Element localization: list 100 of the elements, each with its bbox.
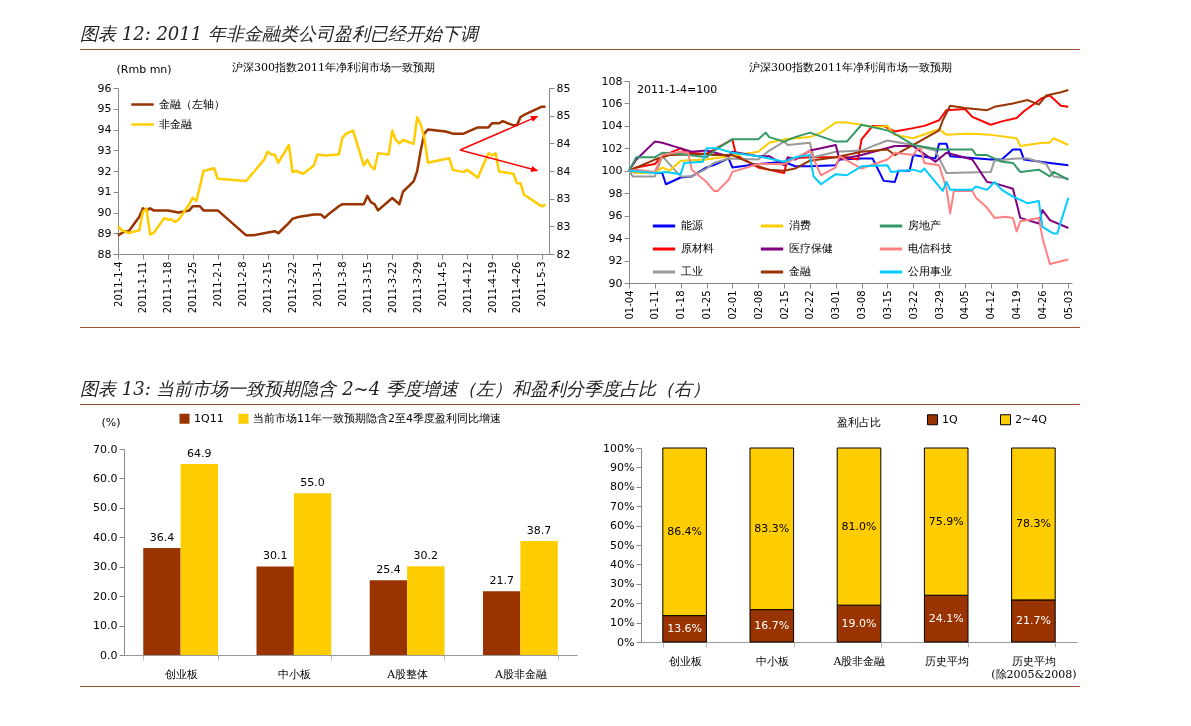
- x-tick-label: 01-18: [675, 290, 687, 320]
- y-tick-label: 96: [97, 81, 112, 95]
- y-tick-label: 95: [97, 102, 112, 116]
- data-label: 64.9: [187, 447, 212, 461]
- x-tick-label: 02-01: [726, 290, 738, 320]
- y-tick-label: 0%: [617, 635, 635, 649]
- annotation: 2011-1-4=100: [637, 83, 718, 96]
- bar: [293, 493, 332, 655]
- data-label: 78.3%: [1015, 516, 1051, 530]
- y2-tick-label: 85: [556, 81, 571, 95]
- text: 图表 12: 2011 年非金融类公司盈利已经开始下调: [80, 22, 1080, 50]
- y-tick-label: 30.0: [93, 560, 118, 574]
- bar: [143, 547, 181, 655]
- chart-title: 盈利占比: [837, 416, 881, 429]
- x-tick-label: 2011-4-5: [436, 261, 448, 307]
- y-tick-label: 40%: [610, 557, 635, 571]
- x-tick-label: 2011-4-26: [511, 261, 523, 314]
- data-label: 30.1: [262, 549, 288, 563]
- bar: [180, 464, 218, 655]
- y-tick-label: 80%: [610, 480, 635, 494]
- y-tick-label: 20.0: [93, 589, 118, 603]
- line-series: [628, 139, 1070, 180]
- x-tick-label: 2011-3-29: [411, 261, 423, 314]
- bar: [483, 591, 521, 655]
- x-tick-label: 历史平均 (除2005&2008): [991, 654, 1077, 681]
- x-tick-label: A股非金融: [832, 654, 886, 668]
- x-tick-label: 04-12: [985, 290, 997, 320]
- text: 图表 13: 当前市场一致预期隐含 2~4 季度增速（左）和盈利分季度占比（右）: [80, 377, 1080, 405]
- y2-tick-label: 83: [556, 192, 571, 206]
- y-tick-label: 10%: [610, 616, 635, 630]
- y2-tick-label: 83: [556, 219, 571, 233]
- y-tick-label: 70.0: [93, 442, 118, 456]
- y2-tick-label: 84: [556, 136, 571, 150]
- y-tick-label: 108: [601, 74, 623, 88]
- y-tick-label: 20%: [610, 596, 635, 610]
- x-tick-label: 03-08: [856, 290, 868, 320]
- y-tick-label: 106: [601, 96, 623, 110]
- legend-label: 公用事业: [908, 265, 952, 278]
- y-tick-label: 70%: [610, 499, 635, 513]
- x-tick-label: 05-03: [1062, 290, 1074, 320]
- data-label: 75.9%: [928, 514, 964, 528]
- x-tick-label: 02-15: [778, 290, 790, 320]
- data-label: 36.4: [149, 530, 175, 544]
- x-tick-label: 2011-3-15: [361, 261, 373, 314]
- y-tick-label: 40.0: [93, 530, 118, 544]
- x-tick-label: 2011-2-22: [287, 261, 299, 314]
- y2-tick-label: 85: [556, 109, 571, 123]
- x-tick-label: 01-25: [701, 290, 713, 320]
- y-axis-title: (Rmb mn): [116, 62, 172, 76]
- x-tick-label: A股非金融: [493, 667, 547, 681]
- data-label: 16.7%: [754, 618, 790, 632]
- legend-label: 金融（左轴）: [159, 97, 225, 111]
- data-label: 81.0%: [841, 519, 877, 533]
- chart-title: 沪深300指数2011年净利润市场一致预期: [232, 61, 435, 74]
- legend-label: 金融: [789, 265, 811, 278]
- x-tick-label: 2011-1-11: [137, 261, 149, 314]
- x-tick-label: 04-05: [959, 290, 971, 320]
- data-label: 21.7%: [1015, 613, 1051, 627]
- y-tick-label: 98: [608, 186, 623, 200]
- y-tick-label: 89: [97, 226, 112, 240]
- legend-label: 医疗保健: [789, 242, 833, 255]
- x-tick-label: 2011-1-25: [187, 261, 199, 314]
- y-tick-label: 96: [608, 209, 623, 223]
- y-tick-label: 88: [97, 247, 112, 261]
- y-tick-label: 10.0: [93, 619, 118, 633]
- x-tick-label: 03-01: [830, 290, 842, 320]
- y-tick-label: 0.0: [100, 648, 118, 662]
- x-tick-label: 04-26: [1036, 290, 1048, 320]
- data-label: 83.3%: [754, 521, 790, 535]
- bar: [520, 541, 558, 655]
- x-tick-label: 2011-3-22: [386, 261, 398, 314]
- y-tick-label: 100: [601, 164, 623, 178]
- y-tick-label: 104: [601, 119, 623, 133]
- y-tick-label: 93: [97, 143, 112, 157]
- bar: [369, 580, 408, 655]
- legend-label: 能源: [681, 219, 703, 232]
- x-tick-label: 2011-2-15: [262, 261, 274, 314]
- data-label: 38.7: [526, 524, 552, 538]
- x-tick-label: 2011-4-12: [461, 261, 473, 314]
- x-tick-label: 02-22: [804, 290, 816, 320]
- y-tick-label: 102: [601, 141, 623, 155]
- x-tick-label: 2011-2-8: [237, 261, 249, 307]
- y-tick-label: 90: [608, 276, 623, 290]
- y-tick-label: 92: [97, 164, 112, 178]
- x-tick-label: 2011-4-19: [486, 261, 498, 314]
- line-series: [628, 147, 1070, 265]
- x-tick-label: 创业板: [164, 667, 198, 681]
- bar: [256, 566, 294, 655]
- y2-tick-label: 84: [556, 164, 571, 178]
- legend-label: 工业: [681, 265, 703, 278]
- legend-label: 房地产: [908, 219, 941, 232]
- y-tick-label: 94: [97, 123, 112, 136]
- y-tick-label: 94: [608, 231, 623, 245]
- legend-label: 消费: [789, 219, 811, 232]
- x-tick-label: 03-29: [933, 290, 945, 320]
- x-tick-label: A股整体: [386, 667, 429, 681]
- y-tick-label: 30%: [610, 577, 635, 591]
- x-tick-label: 2011-1-18: [162, 261, 174, 314]
- chart-title: 沪深300指数2011年净利润市场一致预期: [749, 61, 952, 74]
- y-tick-label: 90%: [610, 460, 635, 474]
